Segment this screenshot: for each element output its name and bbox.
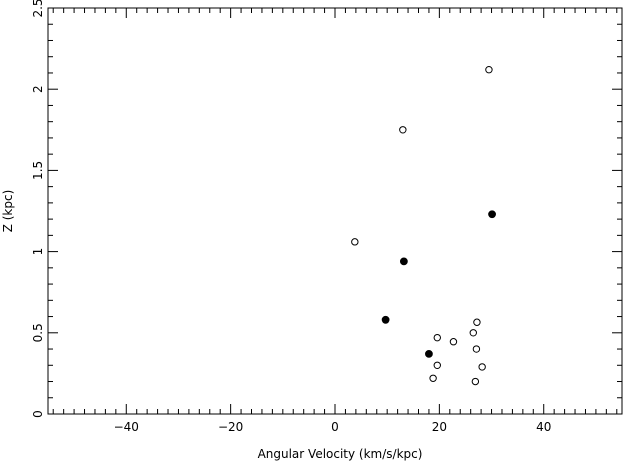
open-point xyxy=(429,374,437,382)
y-axis-label: Z (kpc) xyxy=(1,190,15,233)
open-point xyxy=(485,66,493,74)
data-points xyxy=(351,66,496,386)
x-tick-label: −20 xyxy=(218,420,243,434)
y-tick-label: 2 xyxy=(31,85,45,93)
filled-point xyxy=(399,257,408,266)
filled-point xyxy=(488,210,496,219)
open-point xyxy=(433,361,441,369)
open-point xyxy=(471,377,480,386)
y-tick-label: 1 xyxy=(31,248,45,256)
open-point xyxy=(473,318,481,326)
open-point xyxy=(469,329,477,337)
y-tick-label: 2.5 xyxy=(31,0,45,18)
open-point xyxy=(433,333,441,342)
open-point xyxy=(399,126,407,134)
y-tick-label: 1.5 xyxy=(31,161,45,180)
x-tick-label: 20 xyxy=(432,420,447,434)
x-tick-label: 40 xyxy=(536,420,551,434)
open-point xyxy=(351,238,359,246)
filled-point xyxy=(381,315,390,324)
open-point xyxy=(472,345,481,353)
axis-ticks xyxy=(48,7,622,415)
open-point xyxy=(478,363,486,371)
y-tick-label: 0 xyxy=(31,410,45,418)
plot-frame xyxy=(47,7,623,415)
filled-point xyxy=(425,350,433,358)
x-tick-labels: −40 −20 0 20 40 xyxy=(114,420,552,434)
open-point xyxy=(449,338,458,346)
y-tick-label: 0.5 xyxy=(31,323,45,342)
x-axis-label: Angular Velocity (km/s/kpc) xyxy=(258,447,423,461)
x-tick-label: −40 xyxy=(114,420,139,434)
x-tick-label: 0 xyxy=(331,420,339,434)
y-tick-labels: 0 0.5 1 1.5 2 2.5 xyxy=(31,0,45,418)
